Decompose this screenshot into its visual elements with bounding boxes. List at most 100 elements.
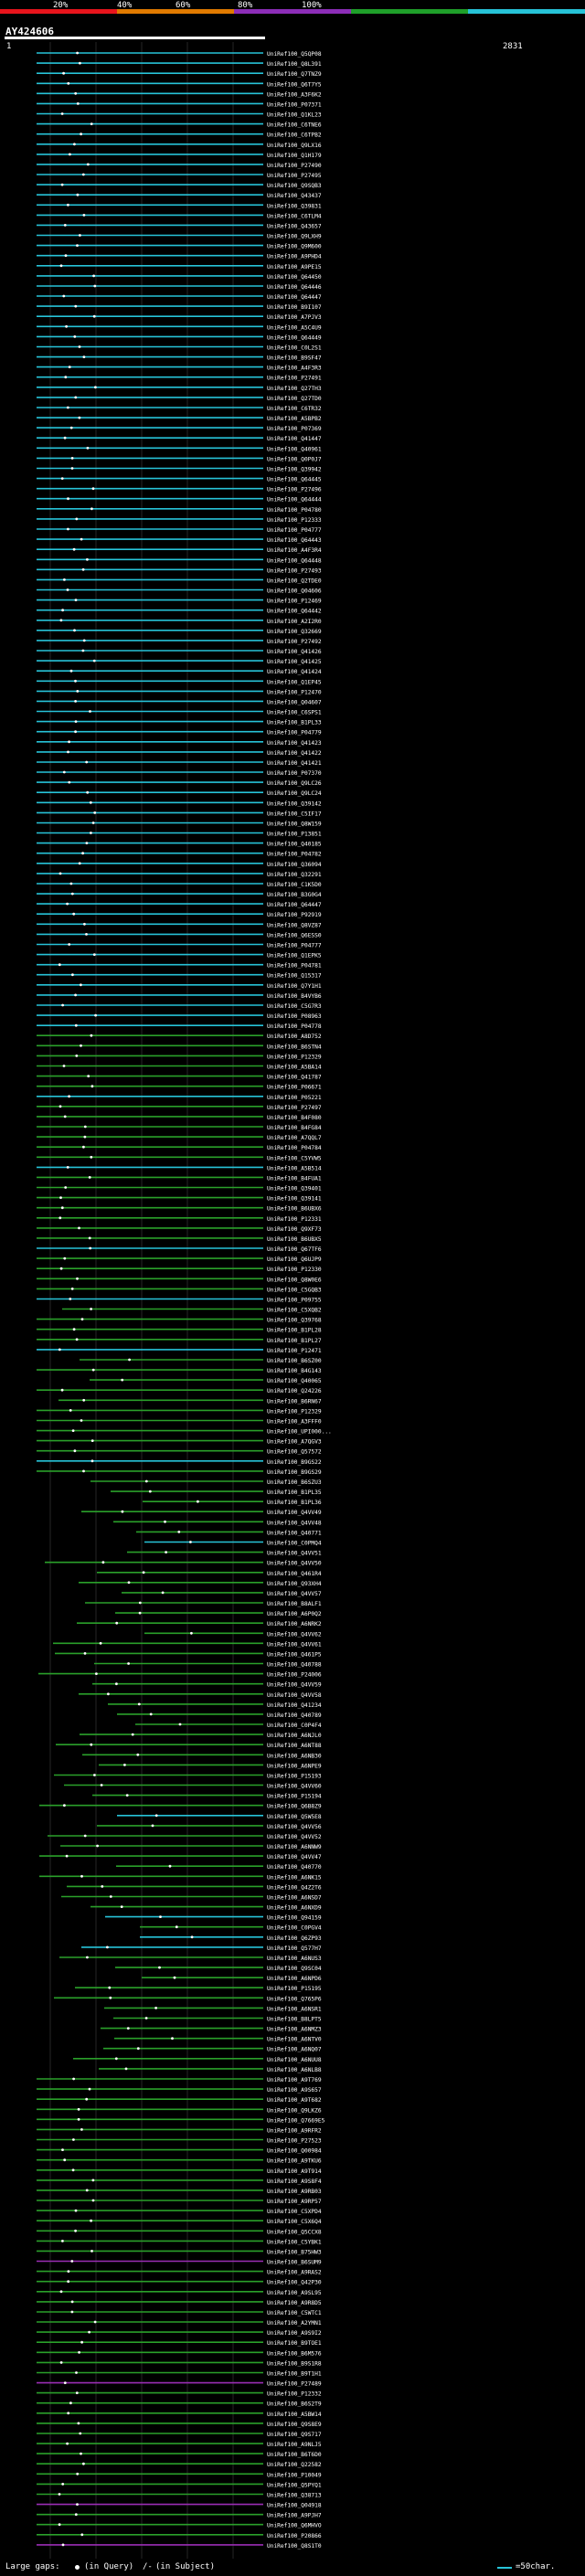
hit-label: UniRef100_P20866 bbox=[267, 2533, 322, 2539]
gap-marker bbox=[85, 760, 89, 764]
gap-marker bbox=[78, 862, 81, 865]
hit-label: UniRef100_B8ALF1 bbox=[267, 1601, 322, 1607]
hit-label: UniRef100_A9RB03 bbox=[267, 2189, 322, 2195]
hit-label: UniRef100_P04781 bbox=[267, 963, 322, 970]
hit-label: UniRef100_C5YVW5 bbox=[267, 1155, 322, 1161]
gap-marker bbox=[61, 609, 64, 612]
gap-marker bbox=[61, 2148, 64, 2152]
gap-marker bbox=[78, 2350, 80, 2354]
gap-marker bbox=[93, 284, 97, 288]
hit-label: UniRef100_A2I2R0 bbox=[267, 619, 322, 625]
hit-label: UniRef100_A2YMN1 bbox=[267, 2320, 322, 2327]
gap-marker bbox=[114, 2057, 118, 2061]
gap-marker bbox=[89, 710, 91, 713]
hit-label: UniRef100_Q7TNZ9 bbox=[267, 71, 322, 78]
gap-marker bbox=[115, 1621, 119, 1625]
gap-marker bbox=[66, 2442, 69, 2445]
hit-label: UniRef100_P07371 bbox=[267, 101, 322, 108]
hit-label: UniRef100_A4F3R4 bbox=[267, 547, 322, 554]
scale-label: 80% bbox=[238, 1, 253, 10]
scale-label: 20% bbox=[53, 1, 69, 10]
gap-marker bbox=[65, 1854, 69, 1858]
hit-label: UniRef100_A9T769 bbox=[267, 2077, 322, 2083]
hit-label: UniRef100_A6NT88 bbox=[267, 1743, 322, 1749]
hit-label: UniRef100_C5WTC1 bbox=[267, 2310, 322, 2316]
hit-label: UniRef100_Q6ZP93 bbox=[267, 1935, 322, 1942]
hit-label: UniRef100_P15193 bbox=[267, 1774, 322, 1780]
hit-label: UniRef100_P04784 bbox=[267, 1145, 322, 1151]
gap-marker bbox=[59, 1267, 63, 1270]
gap-marker bbox=[70, 2310, 74, 2314]
hit-label: UniRef100_B4VYB6 bbox=[267, 993, 322, 1000]
hit-label: UniRef100_P27496 bbox=[267, 487, 322, 493]
gap-marker bbox=[76, 193, 80, 196]
hit-label: UniRef100_Q461R4 bbox=[267, 1571, 322, 1577]
hit-label: UniRef100_P27497 bbox=[267, 1105, 322, 1111]
coord-end: 2831 bbox=[503, 42, 523, 51]
gap-marker bbox=[58, 872, 62, 875]
hit-label: UniRef100_P09755 bbox=[267, 1298, 322, 1304]
gap-marker bbox=[74, 730, 77, 734]
hit-label: UniRef100_Q6ESS0 bbox=[267, 932, 322, 938]
gap-marker bbox=[121, 1510, 124, 1513]
gap-marker bbox=[70, 2260, 74, 2263]
gap-marker bbox=[164, 1520, 166, 1523]
gap-marker bbox=[81, 567, 85, 571]
scale-segment bbox=[351, 9, 469, 14]
hit-label: UniRef100_A9RP57 bbox=[267, 2199, 322, 2205]
gap-marker bbox=[82, 1398, 86, 1402]
hit-label: UniRef100_Q6T7Y5 bbox=[267, 81, 322, 88]
gap-marker bbox=[94, 386, 97, 389]
gap-marker bbox=[76, 1277, 79, 1280]
gap-marker bbox=[86, 1956, 89, 1959]
hit-label: UniRef100_B9GS29 bbox=[267, 1469, 322, 1476]
hit-label: UniRef100_C0P4F4 bbox=[267, 1723, 322, 1729]
gap-marker bbox=[69, 1409, 72, 1412]
hit-label: UniRef100_B9I107 bbox=[267, 304, 322, 311]
gap-marker bbox=[63, 1256, 67, 1260]
hit-label: UniRef100_B3G0G4 bbox=[267, 892, 322, 898]
hit-label: UniRef100_P24006 bbox=[267, 1672, 322, 1679]
hit-label: UniRef100_Q4VV49 bbox=[267, 1510, 322, 1516]
hit-label: UniRef100_P27493 bbox=[267, 567, 322, 574]
gap-marker bbox=[80, 1874, 83, 1878]
gap-marker bbox=[58, 2493, 61, 2496]
gap-marker bbox=[62, 770, 66, 774]
gap-marker bbox=[83, 1652, 87, 1655]
hit-label: UniRef100_Q8S1T0 bbox=[267, 2543, 322, 2549]
hit-label: UniRef100_Q43657 bbox=[267, 223, 322, 229]
gap-marker bbox=[83, 1834, 87, 1838]
gap-marker bbox=[79, 234, 81, 237]
gap-marker bbox=[68, 1095, 70, 1098]
gap-marker bbox=[91, 487, 95, 491]
hit-label: UniRef100_A5BA14 bbox=[267, 1065, 322, 1071]
scale-label: 60% bbox=[176, 1, 191, 10]
hit-label: UniRef100_A9S8F4 bbox=[267, 2178, 322, 2185]
gap-marker bbox=[74, 1023, 78, 1027]
hit-label: UniRef100_Q4Z2T6 bbox=[267, 1884, 322, 1891]
hit-label: UniRef100_Q4VV58 bbox=[267, 1692, 322, 1699]
hit-label: UniRef100_Q6UJP9 bbox=[267, 1256, 322, 1263]
hit-label: UniRef100_C6TPB2 bbox=[267, 133, 322, 139]
gap-marker bbox=[91, 2178, 95, 2182]
gap-marker bbox=[159, 1915, 162, 1919]
hit-label: UniRef100_Q39831 bbox=[267, 203, 322, 209]
hit-label: UniRef100_C5XPD4 bbox=[267, 2209, 322, 2215]
gap-marker bbox=[76, 102, 80, 105]
gap-marker bbox=[58, 2523, 61, 2527]
gap-marker bbox=[138, 1601, 142, 1605]
gap-marker bbox=[66, 902, 69, 906]
hit-label: UniRef100_P27492 bbox=[267, 639, 322, 645]
legend-bar bbox=[497, 2567, 512, 2569]
gap-marker bbox=[74, 304, 78, 308]
hit-label: UniRef100_Q57572 bbox=[267, 1449, 322, 1456]
hit-label: UniRef100_A9TKU6 bbox=[267, 2158, 322, 2165]
gap-marker bbox=[89, 800, 92, 804]
gap-marker bbox=[60, 477, 64, 480]
hit-label: UniRef100_A9PJH7 bbox=[267, 2513, 322, 2519]
hit-label: UniRef100_A6NLB8 bbox=[267, 2067, 322, 2073]
gap-marker bbox=[67, 750, 69, 754]
hit-label: UniRef100_Q43437 bbox=[267, 193, 322, 199]
gap-marker bbox=[62, 294, 66, 298]
hit-label: UniRef100_A7QQL7 bbox=[267, 1135, 322, 1141]
